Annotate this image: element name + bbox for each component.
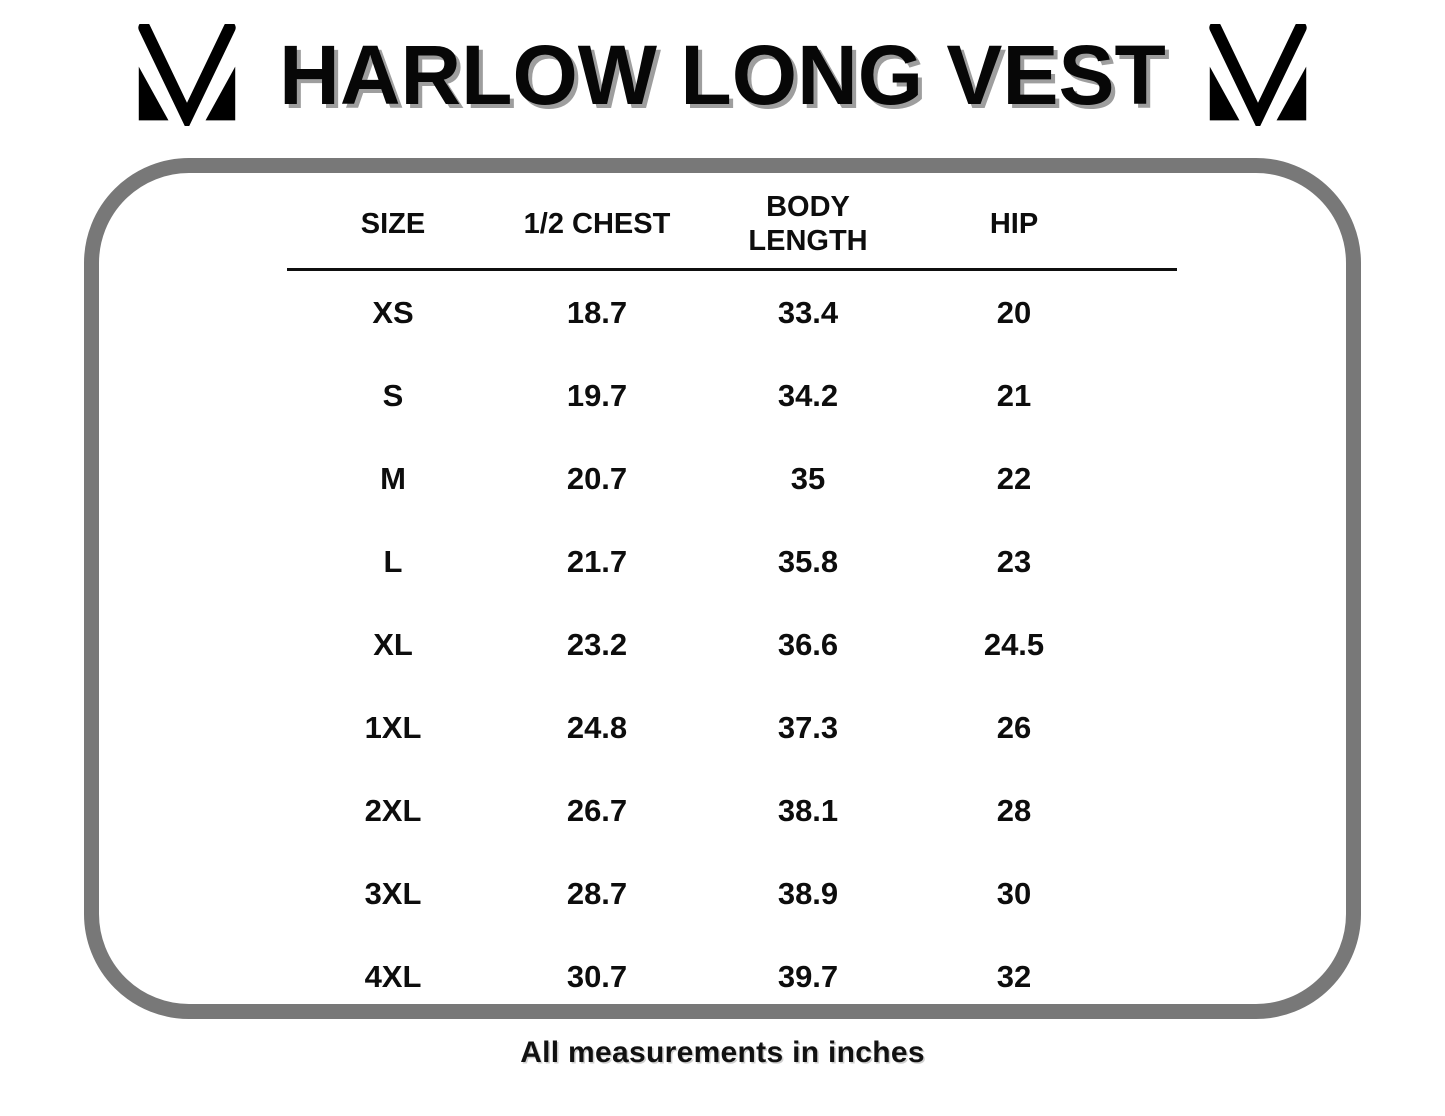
half-chest-cell: 28.7: [566, 875, 628, 911]
size-cell: XS: [372, 294, 414, 330]
table-row: 2XL 26.7 38.1 28: [287, 769, 1177, 852]
half-chest-cell: 20.7: [566, 460, 628, 496]
hip-cell: 30: [996, 875, 1032, 911]
size-cell: S: [382, 377, 404, 413]
table-row: M 20.7 35 22: [287, 437, 1177, 520]
table-row: 4XL 30.7 39.7 32: [287, 935, 1177, 1018]
size-table-body: XS 18.7 33.4 20 S 19.7 34.2 21 M 20.7 35…: [287, 271, 1177, 1018]
page-title: HARLOW LONG VEST: [279, 27, 1166, 122]
column-header-size: SIZE: [360, 207, 426, 240]
body-length-cell: 38.9: [777, 875, 839, 911]
body-length-cell: 34.2: [777, 377, 839, 413]
table-row: XS 18.7 33.4 20: [287, 271, 1177, 354]
hip-cell: 24.5: [983, 626, 1045, 662]
hip-cell: 23: [996, 543, 1032, 579]
hip-cell: 26: [996, 709, 1032, 745]
body-length-cell: 37.3: [777, 709, 839, 745]
half-chest-cell: 30.7: [566, 958, 628, 994]
size-cell: 3XL: [364, 875, 422, 911]
size-cell: 1XL: [364, 709, 422, 745]
half-chest-cell: 23.2: [566, 626, 628, 662]
body-length-cell: 36.6: [777, 626, 839, 662]
hip-cell: 28: [996, 792, 1032, 828]
table-row: 1XL 24.8 37.3 26: [287, 686, 1177, 769]
half-chest-cell: 18.7: [566, 294, 628, 330]
size-cell: 4XL: [364, 958, 422, 994]
half-chest-cell: 21.7: [566, 543, 628, 579]
column-header-body-length: BODY LENGTH: [695, 190, 921, 258]
size-cell: L: [383, 543, 403, 579]
body-length-cell: 35: [790, 460, 826, 496]
size-table-header-row: SIZE 1/2 CHEST BODY LENGTH HIP: [287, 180, 1177, 268]
body-length-cell: 33.4: [777, 294, 839, 330]
hip-cell: 32: [996, 958, 1032, 994]
brand-m-monogram-icon-right: [1202, 21, 1314, 131]
table-row: XL 23.2 36.6 24.5: [287, 603, 1177, 686]
hip-cell: 21: [996, 377, 1032, 413]
size-chart-panel: [84, 158, 1361, 1019]
column-header-body-length-label: BODY LENGTH: [748, 190, 868, 257]
size-cell: M: [380, 460, 406, 496]
table-row: L 21.7 35.8 23: [287, 520, 1177, 603]
body-length-cell: 39.7: [777, 958, 839, 994]
size-cell: 2XL: [364, 792, 422, 828]
masthead: HARLOW LONG VEST: [0, 16, 1445, 134]
size-cell: XL: [373, 626, 413, 662]
body-length-cell: 35.8: [777, 543, 839, 579]
brand-m-monogram-icon-left: [131, 21, 243, 131]
hip-cell: 22: [996, 460, 1032, 496]
table-row: S 19.7 34.2 21: [287, 354, 1177, 437]
table-row: 3XL 28.7 38.9 30: [287, 852, 1177, 935]
column-header-hip: HIP: [989, 207, 1039, 240]
header-divider: [287, 268, 1177, 271]
half-chest-cell: 24.8: [566, 709, 628, 745]
hip-cell: 20: [996, 294, 1032, 330]
measurements-note: All measurements in inches: [520, 1036, 925, 1069]
half-chest-cell: 26.7: [566, 792, 628, 828]
body-length-cell: 38.1: [777, 792, 839, 828]
size-table: SIZE 1/2 CHEST BODY LENGTH HIP XS 18.7 3…: [287, 180, 1177, 1018]
column-header-half-chest: 1/2 CHEST: [523, 207, 671, 240]
half-chest-cell: 19.7: [566, 377, 628, 413]
